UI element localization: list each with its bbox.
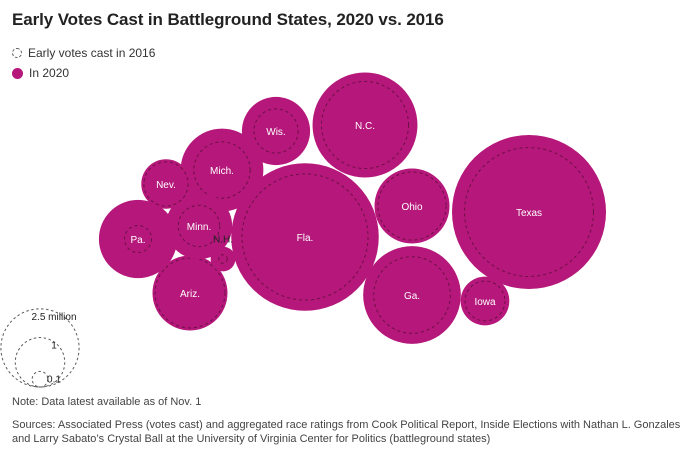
bubble-2016-minn bbox=[177, 204, 221, 248]
bubble-pa: Pa. bbox=[98, 199, 178, 279]
bubble-2020-fla bbox=[231, 163, 379, 311]
bubble-label-iowa: Iowa bbox=[474, 297, 496, 308]
bubble-label-fla: Fla. bbox=[297, 233, 314, 244]
bubble-iowa: Iowa bbox=[460, 276, 510, 326]
bubble-2020-n-c bbox=[312, 72, 418, 178]
bubble-2020-texas bbox=[452, 135, 606, 289]
bubble-label-ga: Ga. bbox=[404, 291, 420, 302]
bubble-label-n-h: N.H. bbox=[213, 235, 233, 246]
bubble-n-h: N.H. bbox=[210, 235, 236, 272]
bubble-label-texas: Texas bbox=[516, 208, 542, 219]
bubble-nev: Nev. bbox=[141, 159, 191, 209]
dashed-circle-icon bbox=[12, 48, 22, 58]
bubble-texas: Texas bbox=[452, 135, 606, 289]
bubble-ariz: Ariz. bbox=[152, 255, 228, 331]
legend-item-2020: In 2020 bbox=[12, 63, 155, 83]
bubble-2020-wis bbox=[241, 96, 311, 166]
bubble-2016-n-h bbox=[218, 254, 228, 264]
legend: Early votes cast in 2016 In 2020 bbox=[12, 43, 155, 83]
bubble-2016-pa bbox=[123, 224, 153, 254]
filled-circle-icon bbox=[12, 67, 23, 79]
bubble-2016-nev bbox=[143, 161, 189, 207]
bubble-minn: Minn. bbox=[165, 192, 233, 260]
scale-circle-0-1 bbox=[31, 370, 49, 388]
bubble-2020-iowa bbox=[460, 276, 510, 326]
legend-item-2016: Early votes cast in 2016 bbox=[12, 43, 155, 63]
scale-legend: 2.5 million 1 0.1 bbox=[0, 308, 80, 388]
bubble-label-ohio: Ohio bbox=[401, 202, 423, 213]
bubble-2020-minn bbox=[165, 192, 233, 260]
scale-circle-1 bbox=[14, 337, 66, 388]
bubble-2020-mich bbox=[180, 128, 264, 212]
bubble-wis: Wis. bbox=[241, 96, 311, 166]
chart-title: Early Votes Cast in Battleground States,… bbox=[12, 10, 444, 29]
bubble-ga: Ga. bbox=[363, 246, 461, 344]
bubble-2020-ga bbox=[363, 246, 461, 344]
bubble-label-nev: Nev. bbox=[156, 180, 176, 191]
legend-label-2016: Early votes cast in 2016 bbox=[28, 46, 156, 60]
bubble-2020-ohio bbox=[374, 168, 450, 244]
bubble-fla: Fla. bbox=[231, 163, 379, 311]
bubble-label-wis: Wis. bbox=[266, 127, 285, 138]
sources: Sources: Associated Press (votes cast) a… bbox=[12, 419, 681, 445]
bubble-2016-ga bbox=[373, 256, 451, 334]
bubble-label-n-c: N.C. bbox=[355, 121, 375, 132]
bubble-2016-iowa bbox=[464, 280, 506, 322]
bubble-2016-texas bbox=[464, 147, 594, 277]
bubble-2020-pa bbox=[98, 199, 178, 279]
bubble-2020-n-h bbox=[210, 246, 236, 272]
bubble-2016-mich bbox=[193, 141, 251, 199]
bubble-mich: Mich. bbox=[180, 128, 264, 212]
scale-label-2-5-million: 2.5 million bbox=[31, 312, 76, 323]
legend-label-2020: In 2020 bbox=[29, 66, 70, 80]
note: Note: Data latest available as of Nov. 1 bbox=[12, 396, 202, 408]
bubble-label-mich: Mich. bbox=[210, 166, 234, 177]
bubble-2020-nev bbox=[141, 159, 191, 209]
bubble-2016-fla bbox=[241, 173, 369, 301]
bubble-2020-ariz bbox=[152, 255, 228, 331]
bubble-2016-ariz bbox=[154, 257, 226, 329]
bubble-2016-wis bbox=[253, 108, 299, 154]
bubble-label-ariz: Ariz. bbox=[180, 289, 200, 300]
bubble-n-c: N.C. bbox=[312, 72, 418, 178]
scale-label-1: 1 bbox=[51, 341, 57, 352]
scale-label-0-1: 0.1 bbox=[47, 374, 61, 385]
bubble-label-minn: Minn. bbox=[187, 222, 211, 233]
bubble-2016-n-c bbox=[320, 80, 410, 170]
bubble-label-pa: Pa. bbox=[130, 235, 145, 246]
bubble-ohio: Ohio bbox=[374, 168, 450, 244]
